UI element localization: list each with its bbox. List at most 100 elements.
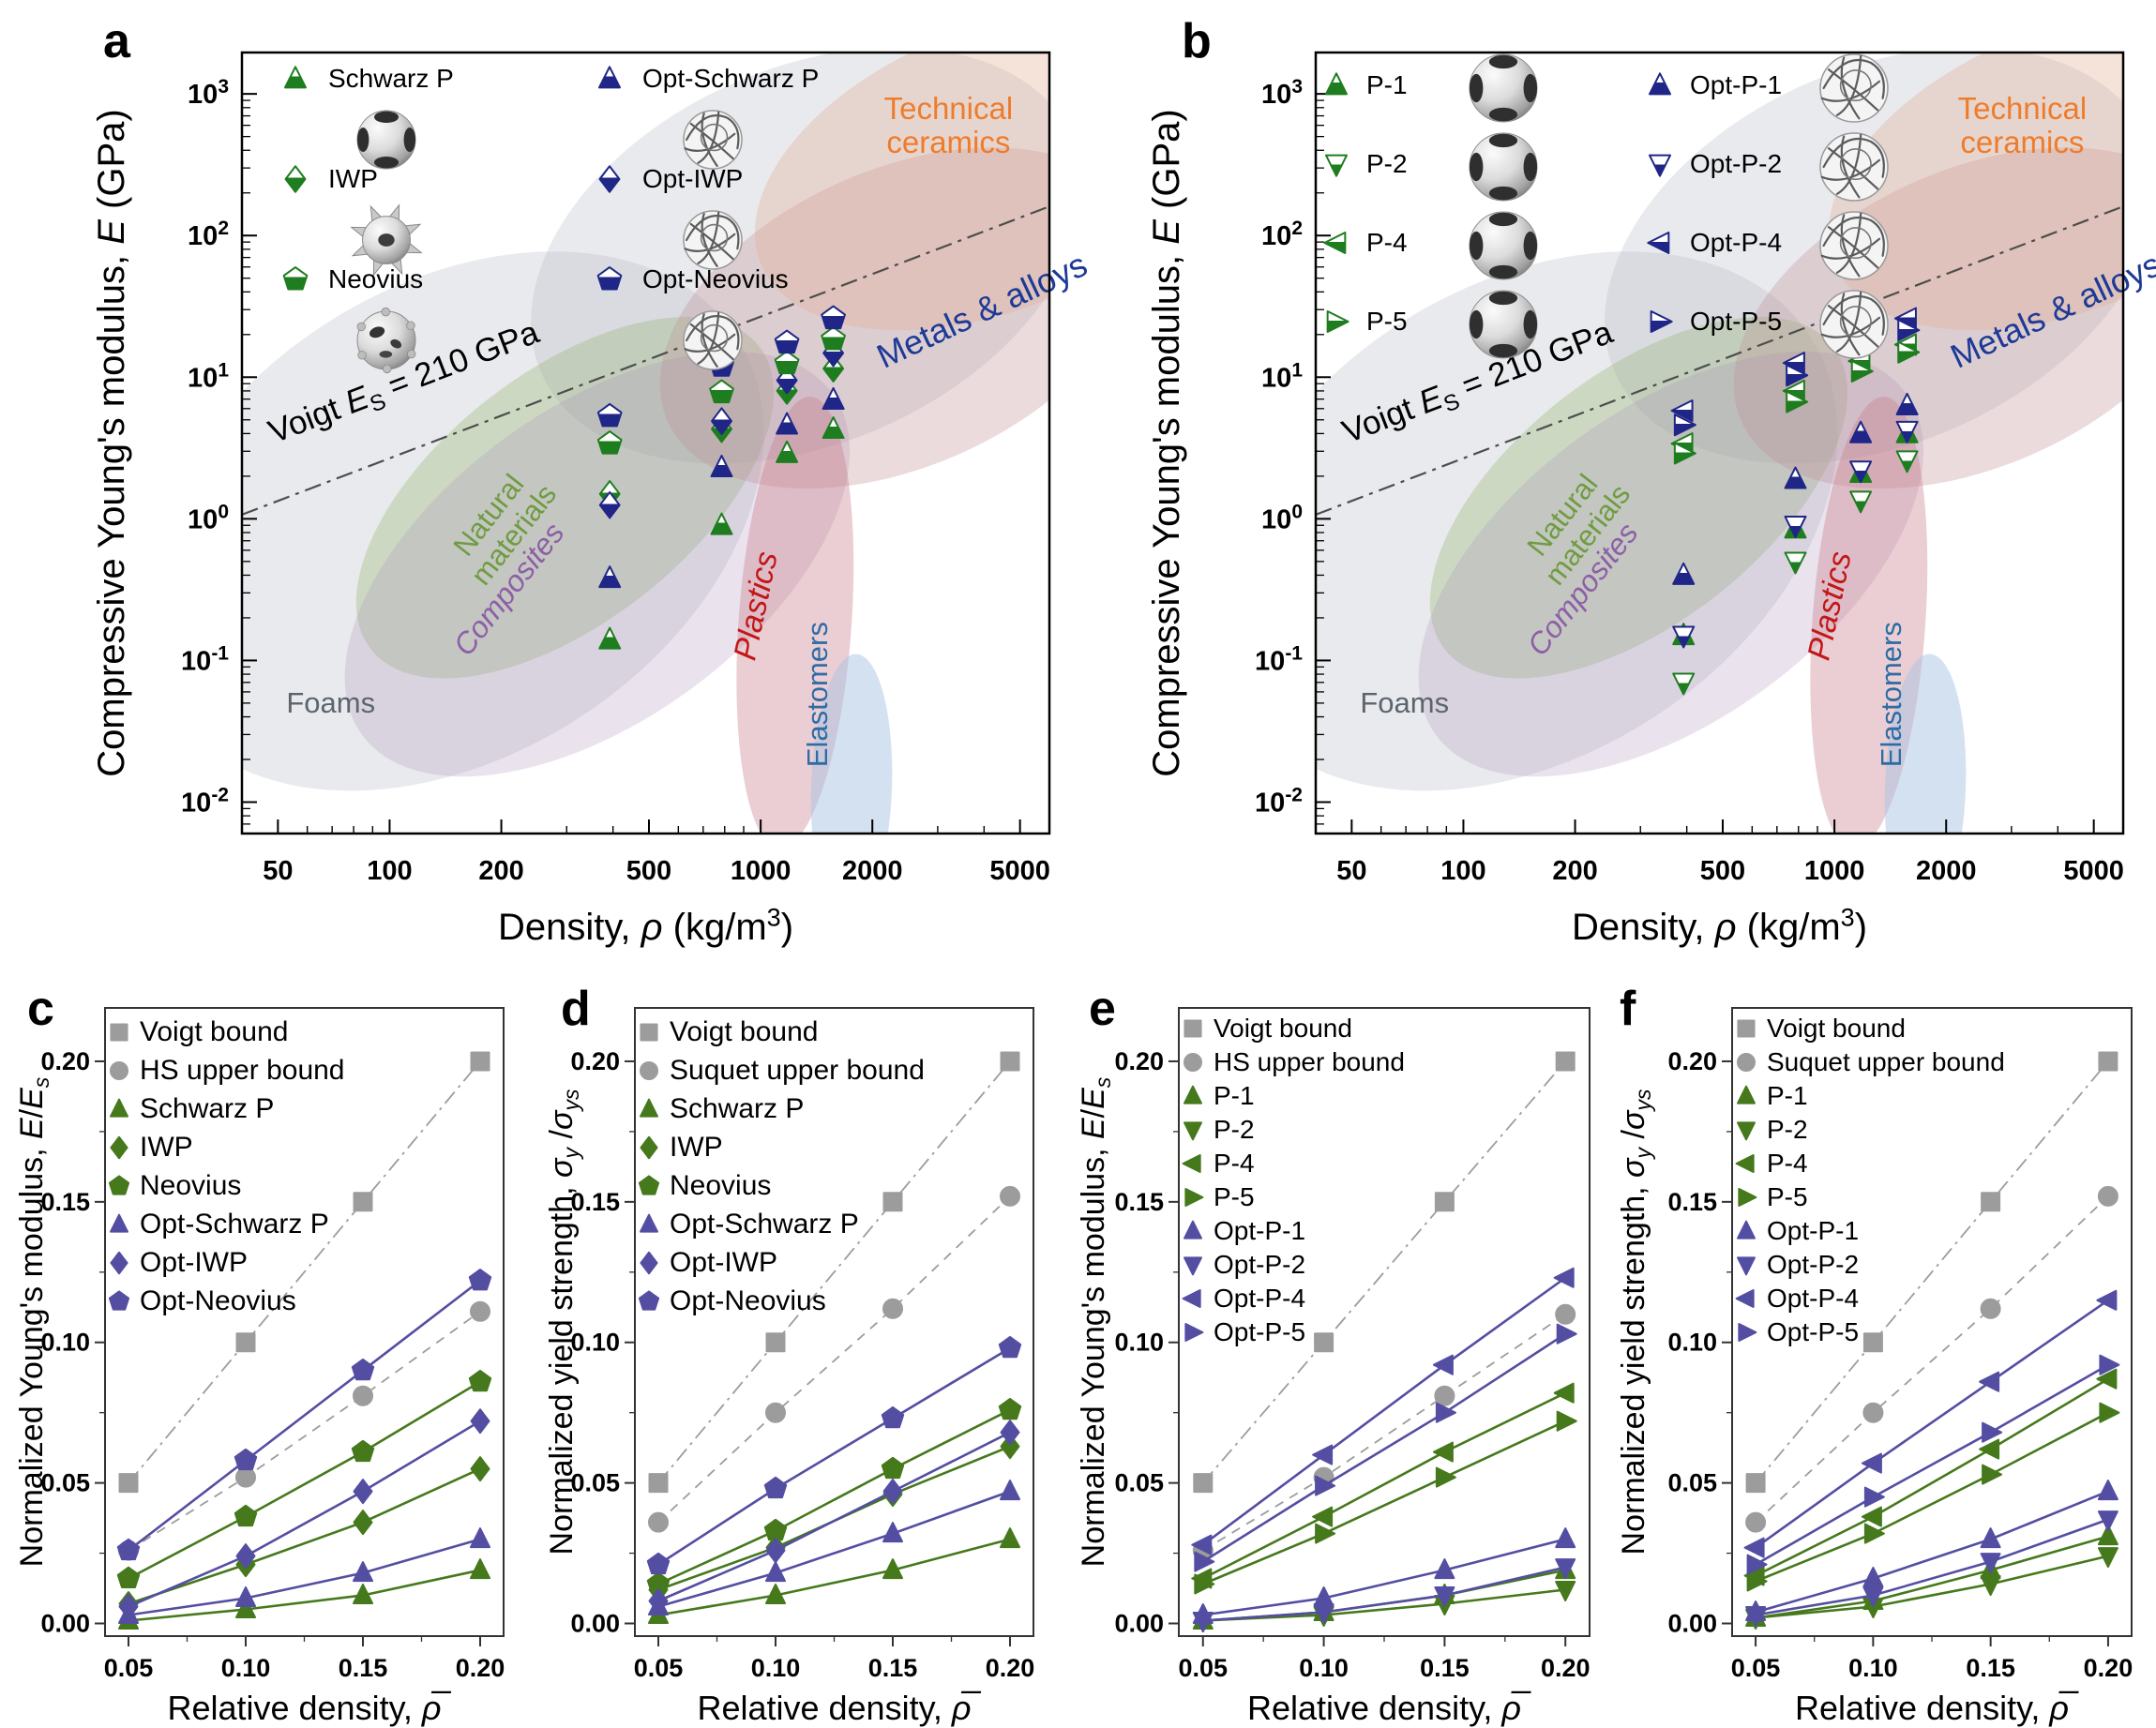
y-axis-title: Normalized yield strength, σy /σys	[1616, 1089, 1655, 1555]
series-schwarz-p	[648, 1527, 1020, 1624]
legend-marker-suquet-upper-bound	[640, 1061, 658, 1080]
axes-e: 0.05 0.10 0.15 0.20 0.00 0.05 0.10 0.15 0.20	[1114, 1007, 1591, 1682]
legend-item-opt-p-2: Opt-P-2	[1184, 1250, 1305, 1279]
point-opt-p-2-1	[1862, 1586, 1884, 1607]
legend-marker-voigt-bound	[1737, 1019, 1756, 1038]
x-tick-label-0.2: 0.20	[456, 1654, 505, 1682]
point-opt-schwarz-p-0	[598, 565, 622, 589]
series-p-5	[1746, 1402, 2120, 1592]
x-tick-label-0.15: 0.15	[1420, 1654, 1470, 1682]
line-opt-iwp	[128, 1420, 481, 1608]
legend-item-opt-iwp: Opt-IWP	[598, 164, 743, 270]
y-tick-label-0.15: 0.15	[40, 1188, 90, 1216]
legend-label-iwp: IWP	[140, 1132, 193, 1163]
legend-b: P-1 Opt-P-1 P-2 Opt-P-2 P-4 Opt-P-4 P-5 Opt-P-5	[1323, 53, 1889, 359]
point-voigt-bound-2	[882, 1192, 903, 1212]
legend-marker-opt-p-5	[1650, 310, 1673, 333]
x-tick-label-0.15: 0.15	[339, 1654, 388, 1682]
legend-item-schwarz-p: Schwarz P	[110, 1093, 274, 1124]
y-axis-title: Normalized Young's modulus, E/Es	[1076, 1076, 1115, 1567]
legend-marker-iwp	[640, 1135, 658, 1160]
legend-label-opt-iwp: Opt-IWP	[670, 1247, 777, 1278]
legend-item-p-4: P-4	[1182, 1149, 1255, 1178]
line-series-e	[1191, 1051, 1577, 1632]
legend-item-voigt-bound: Voigt bound	[1737, 1014, 1906, 1043]
legend-item-opt-p-2: Opt-P-2	[1737, 1250, 1859, 1279]
legend-label-suquet-upper-bound: Suquet upper bound	[1767, 1047, 2005, 1076]
point-opt-p-2-3	[2097, 1510, 2118, 1532]
point-opt-neovius-0	[646, 1552, 671, 1575]
region-composites	[1418, 351, 1924, 777]
series-p-1	[1745, 1525, 2118, 1627]
legend-item-opt-schwarz-p: Opt-Schwarz P	[110, 1209, 329, 1240]
legend-label-opt-neovius: Opt-Neovius	[140, 1285, 296, 1316]
legend-item-opt-p-5: Opt-P-5	[1184, 1317, 1305, 1346]
legend-item-iwp: IWP	[110, 1132, 193, 1163]
point-opt-p-4-0	[1191, 1534, 1213, 1555]
legend-label-opt-p-5: Opt-P-5	[1767, 1317, 1859, 1346]
point-p-5-0	[1673, 442, 1696, 465]
axes-d: 0.05 0.10 0.15 0.20 0.00 0.05 0.10 0.15 0.20	[570, 1007, 1034, 1682]
line-hs-upper-bound	[128, 1311, 481, 1552]
legend-label-p-1: P-1	[1767, 1081, 1808, 1110]
svg-text:Foams: Foams	[1360, 686, 1449, 719]
y-tick-label-1e2: 102	[1261, 218, 1303, 251]
legend-item-voigt-bound: Voigt bound	[110, 1016, 288, 1047]
point-opt-p-1-3	[1555, 1527, 1576, 1549]
line-neovius	[657, 1408, 1011, 1585]
point-voigt-bound-0	[1193, 1473, 1214, 1494]
point-p-5-0	[1746, 1570, 1768, 1592]
legend-marker-opt-p-4	[1182, 1289, 1201, 1308]
voigt-line-b	[1315, 205, 2124, 516]
series-voigt-bound	[1745, 1051, 2118, 1494]
point-opt-p-2-0	[1672, 625, 1696, 649]
point-opt-p-2-0	[1192, 1612, 1214, 1632]
point-neovius-3	[998, 1397, 1022, 1420]
legend-item-p-2: P-2	[1184, 1115, 1255, 1144]
point-voigt-bound-3	[1000, 1051, 1020, 1072]
point-opt-iwp-0	[598, 490, 621, 519]
legend-a: Schwarz P Opt-Schwarz P IWP Opt-IWP Neovius O…	[282, 64, 819, 374]
panel-letter-c: c	[27, 982, 54, 1036]
series-opt-p-1	[1672, 392, 1919, 585]
x-tick-label-0.1: 0.10	[221, 1654, 271, 1682]
point-schwarz-p-2	[776, 440, 799, 463]
region-upper-shaded-band	[531, 53, 1049, 464]
legend-item-iwp: IWP	[284, 164, 423, 277]
legend-label-p-1: P-1	[1214, 1081, 1255, 1110]
svg-text:Foams: Foams	[286, 686, 375, 719]
series-opt-schwarz-p	[598, 386, 845, 589]
point-opt-p-2-2	[1980, 1553, 2001, 1574]
legend-label-opt-p-2: Opt-P-2	[1690, 149, 1782, 178]
y-axis-title: Compressive Young's modulus, E (GPa)	[91, 109, 132, 776]
chart-e-normalized-modulus: 0.05 0.10 0.15 0.20 0.00 0.05 0.10 0.15 0.20 Rela…	[1076, 1007, 1591, 1727]
legend-marker-opt-p-2	[1184, 1256, 1202, 1276]
legend-marker-iwp	[110, 1135, 128, 1160]
x-tick-label-2000: 2000	[1916, 856, 1977, 886]
structure-render-opt-schwarz-p	[683, 110, 743, 170]
y-tick-label-1e-2: 10-2	[181, 784, 229, 818]
voigt-bound-line	[241, 205, 1050, 516]
point-opt-p-5-2	[1982, 1421, 2003, 1443]
voigt-line-a	[241, 205, 1050, 516]
point-neovius-3	[821, 325, 846, 351]
legend-item-p-4: P-4	[1323, 211, 1538, 280]
y-axis-title: Normalized yield strength, σy /σys	[544, 1089, 583, 1555]
legend-marker-opt-neovius	[108, 1290, 130, 1311]
legend-label-p-5: P-5	[1366, 307, 1408, 336]
svg-text:Elastomers: Elastomers	[801, 622, 834, 767]
point-opt-p-4-3	[1553, 1267, 1575, 1288]
legend-marker-p-1	[1325, 72, 1348, 96]
structure-render-p-5	[1469, 290, 1538, 359]
point-p-5-3	[2099, 1402, 2120, 1423]
legend-label-p-4: P-4	[1214, 1149, 1255, 1178]
series-p-4	[1743, 1368, 2118, 1586]
y-tick-label-1e1: 101	[188, 359, 229, 393]
axes-f: 0.05 0.10 0.15 0.20 0.00 0.05 0.10 0.15 0.20	[1667, 1007, 2133, 1682]
y-tick-label-0.15: 0.15	[570, 1188, 620, 1216]
y-tick-label-0: 0.00	[40, 1610, 90, 1638]
legend-marker-opt-p-5	[1738, 1323, 1757, 1342]
series-opt-iwp	[648, 1420, 1020, 1614]
point-neovius-2	[351, 1439, 375, 1463]
